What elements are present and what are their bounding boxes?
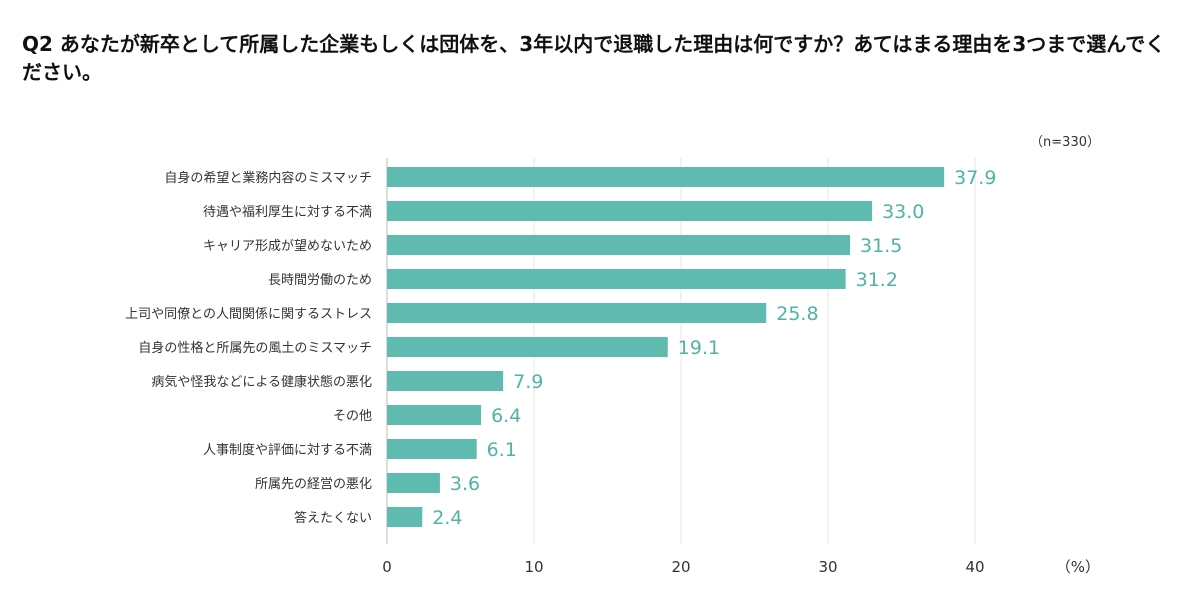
category-label-6: 自身の性格と所属先の風土のミスマッチ <box>138 340 372 356</box>
axis-unit-label: （%） <box>1056 558 1100 576</box>
bar-3 <box>387 235 851 255</box>
x-tick-label-30: 30 <box>818 558 837 576</box>
category-label-10: 所属先の経営の悪化 <box>255 477 372 492</box>
value-label-3: 31.5 <box>860 235 902 257</box>
bar-6 <box>387 337 668 357</box>
bar-10 <box>387 473 440 493</box>
sample-size-note: （n=330） <box>1030 135 1100 150</box>
value-label-11: 2.4 <box>432 507 462 529</box>
category-label-4: 長時間労働のため <box>268 273 372 288</box>
value-label-4: 31.2 <box>856 269 898 291</box>
bar-5 <box>387 303 767 323</box>
question-title: Q2 あなたが新卒として所属した企業もしくは団体を、3年以内で退職した理由は何で… <box>22 32 1166 84</box>
x-tick-label-0: 0 <box>382 558 392 576</box>
value-label-9: 6.1 <box>487 439 517 461</box>
bar-1 <box>387 167 945 187</box>
x-tick-label-10: 10 <box>524 558 543 576</box>
category-label-3: キャリア形成が望めないため <box>203 238 372 254</box>
value-label-8: 6.4 <box>491 405 521 427</box>
category-label-2: 待遇や福利厚生に対する不満 <box>203 205 372 220</box>
x-tick-label-40: 40 <box>965 558 984 576</box>
labels: 0 10 20 30 40 自身の希望と業務内容のミスマッチ 37.9 待遇や福利厚生に対する… <box>125 167 996 576</box>
bars <box>387 167 945 527</box>
bar-7 <box>387 371 504 391</box>
bar-11 <box>387 507 423 527</box>
category-label-8: その他 <box>333 409 372 424</box>
category-label-5: 上司や同僚との人間関係に関するストレス <box>125 307 372 322</box>
category-label-7: 病気や怪我などによる健康状態の悪化 <box>151 374 372 390</box>
category-label-9: 人事制度や評価に対する不満 <box>203 442 372 458</box>
value-label-7: 7.9 <box>513 371 543 393</box>
value-label-6: 19.1 <box>678 337 720 359</box>
category-label-11: 答えたくない <box>294 510 372 526</box>
bar-8 <box>387 405 482 425</box>
x-tick-label-20: 20 <box>671 558 690 576</box>
value-label-2: 33.0 <box>882 201 924 223</box>
value-label-1: 37.9 <box>954 167 996 189</box>
category-label-1: 自身の希望と業務内容のミスマッチ <box>164 170 372 186</box>
bar-9 <box>387 439 477 459</box>
bar-4 <box>387 269 846 289</box>
value-label-10: 3.6 <box>450 473 480 495</box>
value-label-5: 25.8 <box>776 303 818 325</box>
bar-2 <box>387 201 873 221</box>
